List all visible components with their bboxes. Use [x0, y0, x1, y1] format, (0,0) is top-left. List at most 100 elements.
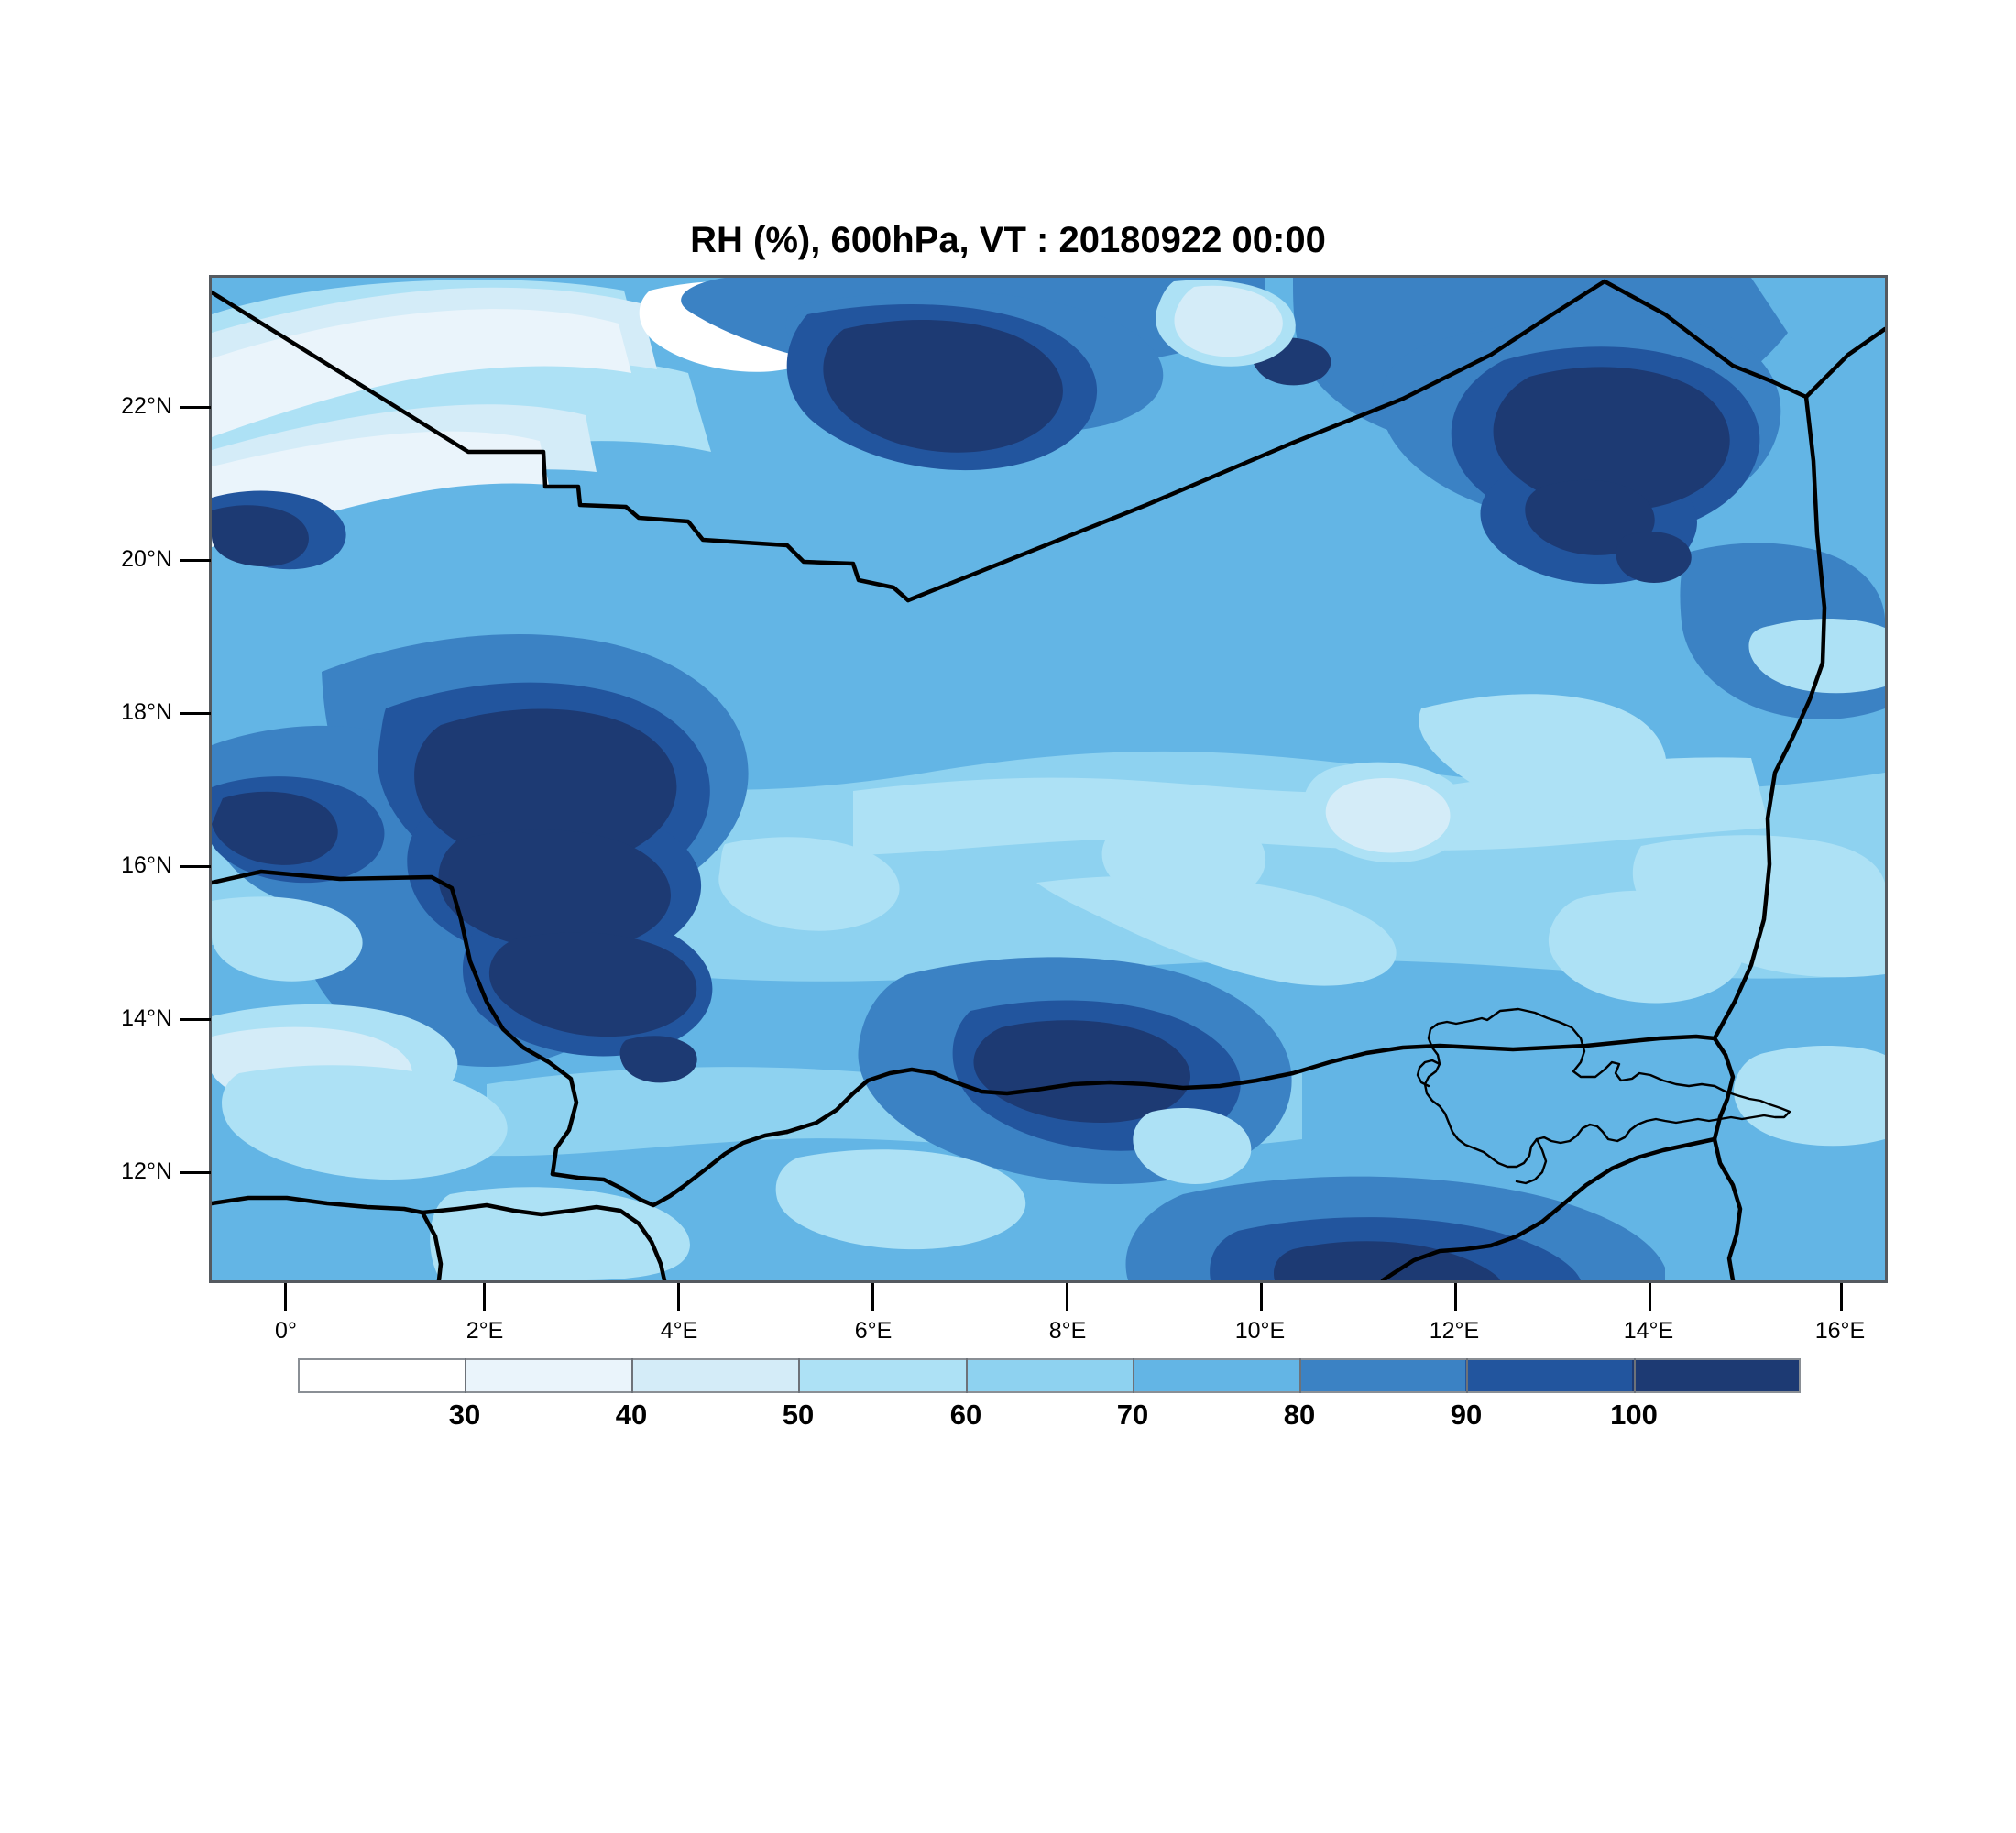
contour-band-100-ne-small2	[1616, 532, 1692, 583]
contour-band-100-ne-small1	[1525, 479, 1655, 555]
country-borders-layer	[212, 279, 1885, 1280]
colorbar-segment-1	[466, 1360, 633, 1391]
lon-label-6: 6°E	[854, 1318, 893, 1344]
lon-label-10: 10°E	[1234, 1318, 1286, 1344]
lat-tick-18	[180, 712, 211, 715]
colorbar-label-60: 60	[949, 1399, 982, 1431]
lat-label-20: 20°N	[121, 546, 172, 572]
border-burkina-benin	[420, 1202, 667, 1280]
border-nigeria-cameroon	[1380, 1136, 1717, 1280]
contour-pocket-50-ne	[1748, 618, 1885, 694]
colorbar-label-30: 30	[448, 1399, 481, 1431]
lat-label-18: 18°N	[121, 699, 172, 725]
contour-field	[212, 278, 1885, 1280]
border-niger-algeria-libya	[905, 279, 1607, 603]
lon-tick-14	[1649, 1283, 1651, 1311]
contour-pocket-50-mid2	[718, 837, 900, 931]
colorbar-tick-30	[465, 1358, 466, 1393]
colorbar-tick-80	[1299, 1358, 1301, 1393]
contour-pocket-50-c2	[1548, 890, 1744, 1004]
colorbar-segment-5	[1132, 1360, 1299, 1391]
border-burkina-niger	[550, 1129, 790, 1208]
colorbar-label-70: 70	[1116, 1399, 1149, 1431]
contour-band-100-w-small2	[212, 505, 309, 567]
lat-label-14: 14°N	[121, 1005, 172, 1031]
border-benin-nigeria	[420, 1210, 444, 1280]
lat-tick-12	[180, 1171, 211, 1174]
contour-band-100-sw	[488, 932, 697, 1037]
colorbar-label-40: 40	[615, 1399, 648, 1431]
contour-band-100-central	[973, 1020, 1191, 1123]
border-libya-chad	[1803, 326, 1885, 400]
lon-tick-10	[1260, 1283, 1263, 1311]
lon-tick-2	[483, 1283, 486, 1311]
lon-label-14: 14°E	[1623, 1318, 1674, 1344]
contour-band-30-nw	[212, 309, 631, 437]
lat-tick-20	[180, 559, 211, 562]
border-niger-chad	[1712, 394, 1827, 1041]
lon-label-8: 8°E	[1048, 1318, 1087, 1344]
colorbar-label-90: 90	[1450, 1399, 1483, 1431]
colorbar-tick-40	[631, 1358, 633, 1393]
lat-label-16: 16°N	[121, 852, 172, 878]
lon-tick-0	[284, 1283, 287, 1311]
filled-contour-layer	[212, 278, 1885, 1280]
lat-label-22: 22°N	[121, 393, 172, 419]
colorbar-tick-100	[1634, 1358, 1636, 1393]
contour-pocket-50-e	[1733, 1045, 1885, 1147]
border-benin-west	[212, 1195, 425, 1215]
contour-band-100-ne	[1493, 367, 1730, 511]
contour-pocket-40-n	[1174, 285, 1283, 357]
lon-tick-4	[677, 1283, 680, 1311]
contour-pocket-40-c1	[1325, 778, 1451, 853]
colorbar-gradient[interactable]	[298, 1358, 1801, 1393]
lon-tick-16	[1840, 1283, 1843, 1311]
contour-band-100-w-small	[212, 791, 338, 865]
border-mali-burkina	[212, 869, 579, 1177]
lon-label-4: 4°E	[660, 1318, 698, 1344]
lat-tick-16	[180, 865, 211, 868]
contour-pocket-50-c3	[1101, 809, 1266, 907]
colorbar-segment-3	[799, 1360, 967, 1391]
lon-tick-6	[871, 1283, 874, 1311]
colorbar-label-50: 50	[782, 1399, 815, 1431]
colorbar-segment-0	[300, 1360, 466, 1391]
colorbar[interactable]: 30 40 50 60 70 80 90 100	[298, 1358, 1801, 1431]
colorbar-label-80: 80	[1283, 1399, 1316, 1431]
contour-band-50-mid	[1036, 875, 1397, 986]
lat-tick-14	[180, 1018, 211, 1021]
border-algeria-mali	[212, 290, 911, 603]
contour-band-100-nw2	[438, 829, 671, 951]
contour-pocket-50-sw2	[222, 1065, 508, 1180]
lon-tick-12	[1454, 1283, 1457, 1311]
lat-tick-22	[180, 406, 211, 409]
contour-band-100-s-small	[1273, 1241, 1500, 1280]
colorbar-tick-60	[966, 1358, 968, 1393]
lon-label-2: 2°E	[466, 1318, 504, 1344]
lon-label-12: 12°E	[1429, 1318, 1480, 1344]
contour-pocket-50-w	[212, 896, 363, 982]
contour-band-100-n-central	[823, 319, 1063, 453]
colorbar-segment-6	[1298, 1360, 1466, 1391]
border-niger-nigeria	[784, 1034, 1717, 1135]
contour-band-100-nw-tiny	[619, 1036, 697, 1083]
colorbar-tick-50	[798, 1358, 800, 1393]
colorbar-tick-90	[1466, 1358, 1468, 1393]
colorbar-segment-8	[1632, 1360, 1800, 1391]
border-libya-niger	[1602, 279, 1809, 400]
lat-label-12: 12°N	[121, 1158, 172, 1184]
lon-label-0: 0°	[275, 1318, 297, 1344]
colorbar-segment-7	[1465, 1360, 1633, 1391]
page-title: RH (%), 600hPa, VT : 20180922 00:00	[690, 220, 1326, 260]
lon-tick-8	[1066, 1283, 1068, 1311]
map-plot-area[interactable]	[209, 275, 1888, 1283]
border-nigeria-chad-lake	[1712, 1036, 1743, 1280]
contour-pocket-50-s2	[775, 1149, 1026, 1250]
contour-band-100-nw	[414, 708, 677, 868]
contour-pocket-50-sw3	[430, 1187, 690, 1280]
colorbar-tick-70	[1133, 1358, 1134, 1393]
colorbar-segment-4	[966, 1360, 1133, 1391]
contour-band-50-east	[1419, 694, 1667, 818]
contour-pocket-50-s1	[1133, 1108, 1252, 1184]
